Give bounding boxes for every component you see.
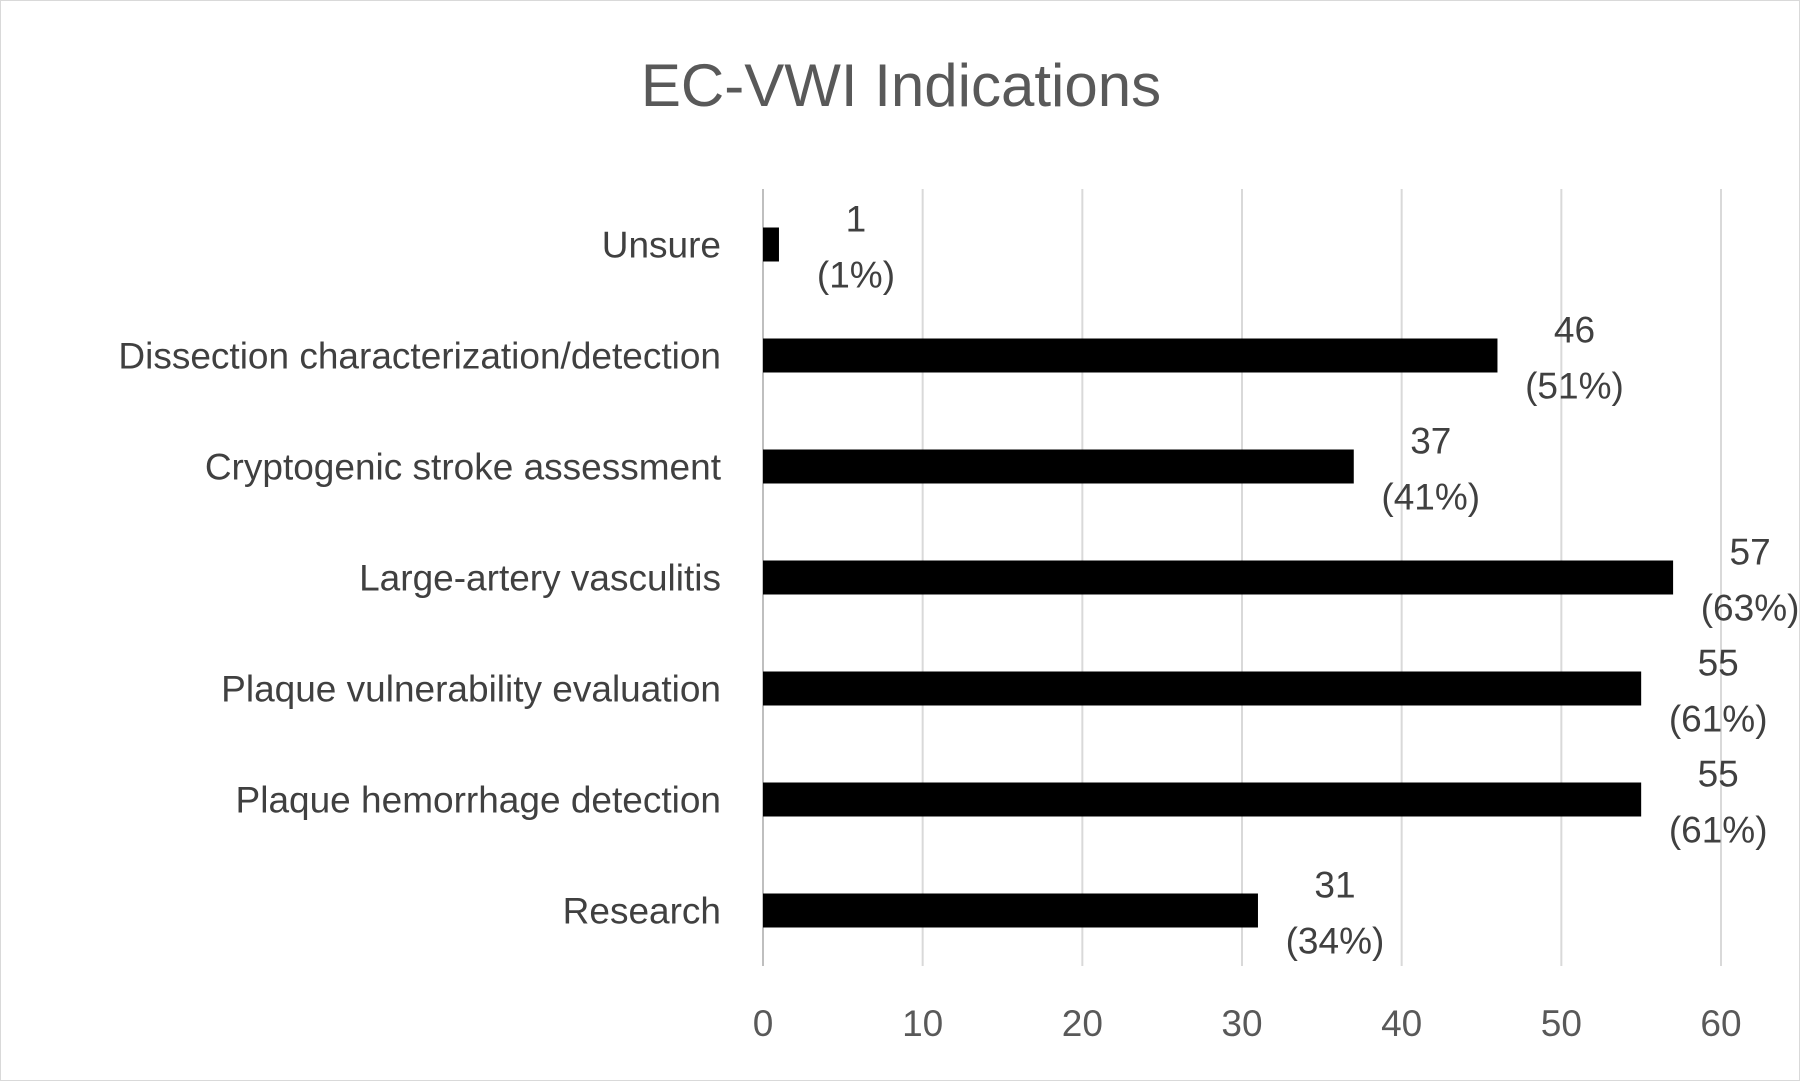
data-label-value: 55 [1698,643,1739,684]
data-label-percent: (61%) [1669,699,1768,740]
bar [763,671,1642,706]
data-label-value: 37 [1410,421,1451,462]
data-label-value: 55 [1698,754,1739,795]
category-label: Research [563,891,721,932]
bar [763,449,1354,484]
x-tick-label: 20 [1062,1003,1103,1044]
category-label: Plaque hemorrhage detection [236,780,721,821]
x-tick-label: 50 [1541,1003,1582,1044]
x-tick-label: 0 [753,1003,774,1044]
x-tick-label: 10 [902,1003,943,1044]
bar [763,227,779,262]
category-label: Cryptogenic stroke assessment [205,447,722,488]
data-label-percent: (41%) [1381,477,1480,518]
category-label: Unsure [602,225,721,266]
data-label-value: 46 [1554,310,1595,351]
category-labels: Unsure Dissection characterization/detect… [118,225,721,932]
category-label: Dissection characterization/detection [118,336,721,377]
data-label-percent: (61%) [1669,810,1768,851]
data-labels: 1 (1%) 46 (51%) 37 (41%) 57 (63%) 55 (61%) 55 (61%)… [817,199,1800,962]
chart-title: EC-VWI Indications [641,52,1161,119]
x-tick-label: 30 [1221,1003,1262,1044]
bars [763,227,1674,928]
data-label-value: 1 [846,199,867,240]
bar [763,338,1498,373]
category-label: Plaque vulnerability evaluation [221,669,721,710]
x-tick-label: 40 [1381,1003,1422,1044]
bar [763,893,1258,928]
bar [763,560,1674,595]
category-label: Large-artery vasculitis [359,558,721,599]
x-tick-label: 60 [1700,1003,1741,1044]
data-label-value: 57 [1730,532,1771,573]
data-label-percent: (1%) [817,255,895,296]
bar [763,782,1642,817]
data-label-percent: (34%) [1286,921,1385,962]
x-axis-ticks: 0 10 20 30 40 50 60 [753,1003,1742,1044]
data-label-value: 31 [1314,865,1355,906]
data-label-percent: (63%) [1701,588,1800,629]
data-label-percent: (51%) [1525,366,1624,407]
